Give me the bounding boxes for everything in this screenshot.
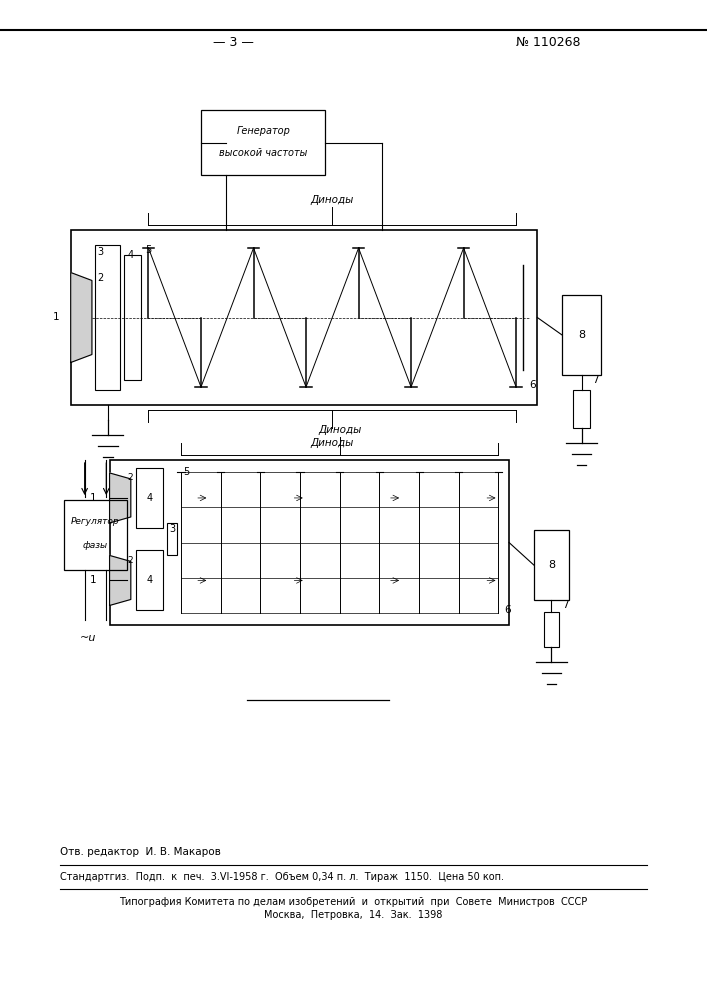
- Text: 1: 1: [90, 575, 96, 585]
- Text: Диноды: Диноды: [318, 425, 361, 435]
- Text: фазы: фазы: [83, 540, 108, 550]
- Bar: [136, 468, 163, 528]
- Bar: [534, 530, 569, 600]
- Text: 4: 4: [147, 575, 153, 585]
- Text: Отв. редактор  И. В. Макаров: Отв. редактор И. В. Макаров: [60, 847, 221, 857]
- Text: высокой частоты: высокой частоты: [219, 148, 308, 158]
- Text: 8: 8: [548, 560, 555, 570]
- Text: 4: 4: [127, 250, 134, 260]
- Text: 8: 8: [578, 330, 585, 340]
- Text: 7: 7: [562, 600, 568, 610]
- Text: 2: 2: [127, 556, 133, 565]
- Text: 5: 5: [183, 467, 189, 477]
- Bar: [136, 550, 163, 610]
- Text: Диноды: Диноды: [310, 438, 354, 448]
- Text: Типография Комитета по делам изобретений  и  открытий  при  Совете  Министров  С: Типография Комитета по делам изобретений…: [119, 897, 588, 907]
- Text: ~u: ~u: [80, 633, 97, 643]
- Bar: [64, 500, 127, 570]
- Text: 5: 5: [145, 245, 151, 255]
- Text: Генератор: Генератор: [236, 126, 291, 136]
- Text: 4: 4: [147, 493, 153, 503]
- Bar: [95, 245, 120, 390]
- Text: 1: 1: [90, 493, 96, 503]
- Text: 7: 7: [592, 375, 599, 385]
- Bar: [573, 390, 590, 428]
- Text: 1: 1: [53, 312, 59, 322]
- Bar: [167, 523, 177, 555]
- Text: Москва,  Петровка,  14.  Зак.  1398: Москва, Петровка, 14. Зак. 1398: [264, 910, 443, 920]
- Polygon shape: [110, 473, 131, 523]
- Text: Стандартгиз.  Подп.  к  печ.  3.VI-1958 г.  Объем 0,34 п. л.  Тираж  1150.  Цена: Стандартгиз. Подп. к печ. 3.VI-1958 г. О…: [60, 872, 504, 882]
- Text: 2: 2: [98, 273, 104, 283]
- Bar: [562, 295, 601, 375]
- Bar: [201, 110, 325, 175]
- Bar: [110, 460, 509, 625]
- Text: Регулятор: Регулятор: [71, 518, 119, 526]
- Text: 6: 6: [504, 605, 510, 615]
- Bar: [544, 612, 559, 647]
- Bar: [71, 230, 537, 405]
- Text: — 3 —: — 3 —: [213, 36, 254, 49]
- Polygon shape: [110, 555, 131, 605]
- Text: 2: 2: [127, 473, 133, 482]
- Bar: [124, 255, 141, 380]
- Text: 3: 3: [169, 524, 175, 534]
- Polygon shape: [71, 272, 92, 362]
- Text: № 110268: № 110268: [516, 36, 580, 49]
- Text: Диноды: Диноды: [310, 195, 354, 205]
- Text: 6: 6: [529, 380, 535, 390]
- Text: 3: 3: [98, 247, 104, 257]
